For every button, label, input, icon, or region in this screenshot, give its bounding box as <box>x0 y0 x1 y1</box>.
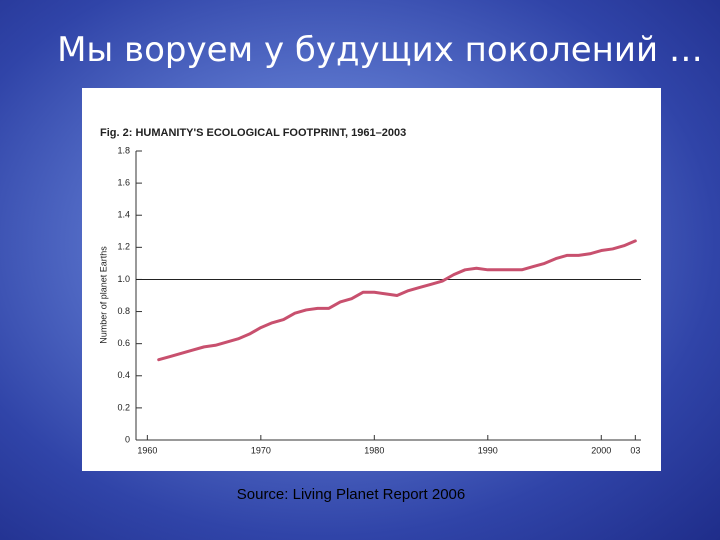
y-tick-label: 0.4 <box>117 370 130 380</box>
data-line <box>157 239 637 362</box>
y-tick-label: 0.8 <box>117 306 130 316</box>
x-tick-label: 1980 <box>364 445 384 455</box>
x-tick-label: 1990 <box>478 445 498 455</box>
chart-title: Fig. 2: HUMANITY'S ECOLOGICAL FOOTPRINT,… <box>100 127 406 139</box>
x-tick-label: 1960 <box>137 445 157 455</box>
source-note: Source: Living Planet Report 2006 <box>236 486 466 503</box>
y-tick-label: 0 <box>125 434 130 444</box>
y-tick-label: 1.8 <box>117 145 130 155</box>
y-tick-label: 1.0 <box>117 274 130 284</box>
x-tick-label: 1970 <box>251 445 271 455</box>
chart: Fig. 2: HUMANITY'S ECOLOGICAL FOOTPRINT,… <box>82 88 661 471</box>
x-tick-label: 03 <box>630 445 640 455</box>
y-tick-label: 1.2 <box>117 242 130 252</box>
y-tick-label: 0.2 <box>117 402 130 412</box>
x-tick-label: 2000 <box>591 445 611 455</box>
y-axis-label: Number of planet Earths <box>98 246 108 344</box>
y-tick-label: 1.6 <box>117 177 130 187</box>
y-tick-label: 0.6 <box>117 338 130 348</box>
slide-title: Мы воруем у будущих поколений … <box>57 30 703 70</box>
y-tick-label: 1.4 <box>117 210 130 220</box>
